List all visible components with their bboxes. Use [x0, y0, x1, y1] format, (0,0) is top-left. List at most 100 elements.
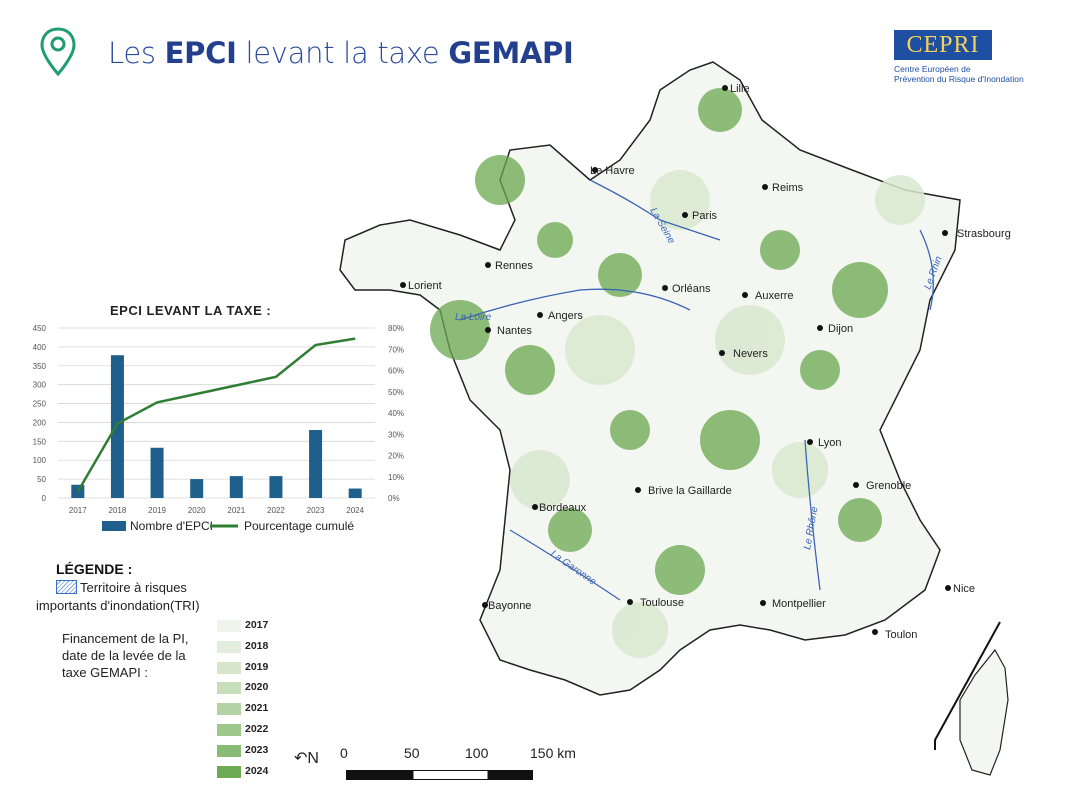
light-zone [565, 315, 635, 385]
green-zone [838, 498, 882, 542]
y-tick-label: 450 [33, 324, 47, 333]
city-orleans: Orléans [672, 283, 711, 295]
y-tick-label: 50 [37, 475, 46, 484]
y-tick-label: 150 [33, 437, 47, 446]
north-arrow: ↶N [294, 750, 319, 767]
city-dijon: Dijon [828, 323, 853, 335]
tri-hatch-swatch [56, 580, 77, 594]
y2-tick-label: 70% [388, 345, 404, 354]
green-zone [800, 350, 840, 390]
logo-line1: Centre Européen de [894, 64, 971, 74]
green-zone [430, 300, 490, 360]
y2-tick-label: 20% [388, 452, 404, 461]
x-tick-label: 2024 [346, 506, 364, 515]
river-label-loire: La Loire [455, 312, 492, 323]
city-dot [742, 292, 748, 298]
legend-bar-swatch [102, 521, 126, 531]
logo-line2: Prévention du Risque d'Inondation [894, 74, 1024, 84]
city-nice: Nice [953, 583, 975, 595]
city-bordeaux: Bordeaux [539, 502, 587, 514]
y2-tick-label: 30% [388, 430, 404, 439]
scale-label-0: 0 [340, 745, 348, 761]
y-tick-label: 300 [33, 381, 47, 390]
green-zone [610, 410, 650, 450]
legend-year-2020: 2020 [245, 681, 269, 694]
scale-label-50: 50 [404, 745, 420, 761]
epci-chart: 0 50 100 150 200 250 300 350 400 450 0% 10% 20% 30% 40… [33, 324, 404, 533]
tri-label-line2: importants d'inondation(TRI) [36, 598, 200, 613]
map-pin-icon [40, 27, 76, 77]
legend-year-2017: 2017 [245, 619, 269, 631]
bar-2021 [229, 476, 243, 498]
x-tick-label: 2022 [267, 506, 285, 515]
river [919, 229, 934, 311]
scale-bar [346, 770, 533, 780]
city-dot [762, 184, 768, 190]
city-reims: Reims [772, 182, 804, 194]
river [589, 179, 721, 241]
city-toulon: Toulon [885, 629, 917, 641]
legend-bar-label: Nombre d'EPCI [130, 519, 213, 533]
city-grenoble: Grenoble [866, 480, 911, 492]
page-title: Les EPCI levant la taxe GEMAPI [108, 36, 574, 70]
legend-swatch-2017 [217, 620, 241, 632]
green-zone [700, 410, 760, 470]
france-mainland [339, 61, 961, 696]
scale-label-150: 150 km [530, 745, 576, 761]
city-dot [537, 312, 543, 318]
france-map: Lille Le Havre Reims Paris Strasbourg Re… [339, 61, 1011, 776]
green-zone [537, 222, 573, 258]
river [459, 288, 691, 321]
y-tick-label: 250 [33, 400, 47, 409]
light-zone [510, 450, 570, 510]
river [804, 439, 821, 591]
y2-tick-label: 40% [388, 409, 404, 418]
bar-2023 [309, 430, 323, 498]
city-dot [662, 285, 668, 291]
city-lille: Lille [730, 83, 750, 95]
fin-line3: taxe GEMAPI : [62, 665, 148, 680]
bar-2022 [269, 476, 283, 498]
city-dot [485, 262, 491, 268]
fin-line1: Financement de la PI, [62, 631, 189, 646]
green-zone [832, 262, 888, 318]
legend-swatch-2023 [217, 744, 241, 757]
y-tick-label: 200 [33, 418, 47, 427]
city-dot [722, 85, 728, 91]
bar-2019 [150, 447, 164, 498]
city-dot [485, 327, 491, 333]
green-zone [655, 545, 705, 595]
city-auxerre: Auxerre [755, 290, 794, 302]
city-rennes: Rennes [495, 260, 533, 272]
city-dot [400, 282, 406, 288]
legend-year-2019: 2019 [245, 660, 269, 673]
city-lorient: Lorient [408, 280, 442, 292]
city-dot [682, 212, 688, 218]
city-dot [627, 599, 633, 605]
green-zone [698, 88, 742, 132]
green-zone [760, 230, 800, 270]
corsica-inset-line [934, 621, 1001, 750]
x-tick-label: 2020 [188, 506, 206, 515]
light-zone [715, 305, 785, 375]
city-lyon: Lyon [818, 437, 841, 449]
legend-line-label: Pourcentage cumulé [244, 519, 354, 533]
green-zone [475, 155, 525, 205]
city-dot [872, 629, 878, 635]
city-dot [817, 325, 823, 331]
legend-swatch-2022 [217, 724, 241, 736]
city-angers: Angers [548, 310, 583, 322]
city-dot [592, 167, 598, 173]
y2-tick-label: 80% [388, 324, 404, 333]
city-bayonne: Bayonne [488, 600, 531, 612]
legend-year-2021: 2021 [245, 702, 269, 715]
legend-year-2018: 2018 [245, 639, 269, 652]
y-tick-label: 100 [33, 456, 47, 465]
city-dot [532, 504, 538, 510]
city-dot [807, 439, 813, 445]
tri-label-line1: Territoire à risques [80, 580, 187, 595]
y-tick-label: 350 [33, 362, 47, 371]
y2-tick-label: 10% [388, 473, 404, 482]
city-nevers: Nevers [733, 348, 768, 360]
x-tick-label: 2021 [227, 506, 245, 515]
